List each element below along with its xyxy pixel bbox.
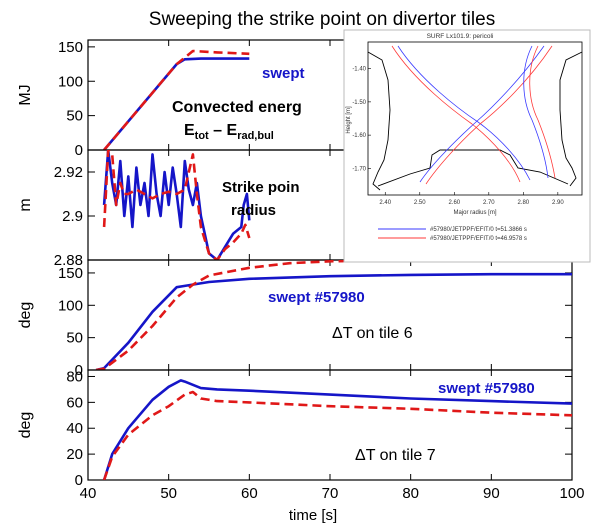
series-label: swept #57980	[438, 380, 535, 397]
panel-3: 0 50 100 150 deg	[17, 259, 573, 379]
formula-sub-2: rad,bul	[237, 130, 274, 142]
y-tick-label: 2.92	[54, 164, 83, 181]
series-line-red	[102, 150, 251, 260]
series-line-blue	[95, 272, 572, 370]
y-tick-label: 2.9	[62, 208, 83, 225]
y-tick-label: 80	[66, 368, 83, 385]
series-label: swept #57980	[268, 289, 365, 306]
inset-plot: SURF Lx101.9: pericoli 2.40 2.50 2.60 2.70 2.…	[343, 29, 591, 263]
inset-title: SURF Lx101.9: pericoli	[427, 33, 494, 40]
inset-separatrix	[391, 45, 521, 183]
x-tick-label: 80	[402, 485, 419, 502]
x-axis-label: time [s]	[289, 507, 337, 524]
series-line-blue	[102, 150, 251, 260]
x-tick-label: 70	[322, 485, 339, 502]
inset-legend-1: #57980/JETPPF/EFIT/0 t=51.3866 s	[430, 227, 527, 233]
inset-y-tick-label: -1.60	[352, 133, 366, 139]
x-tick-label: 40	[80, 485, 97, 502]
series-line-red	[103, 49, 250, 150]
inset-y-label: Height [m]	[346, 106, 352, 134]
y-tick-label: 150	[58, 39, 83, 56]
inset-x-label: Major radius [m]	[453, 210, 496, 216]
y-tick-label: 0	[75, 362, 83, 379]
inset-divertor	[377, 149, 569, 187]
annotation-tile6: ΔT on tile 6	[332, 325, 413, 342]
y-tick-label: 0	[75, 142, 83, 159]
x-tick-label: 50	[160, 485, 177, 502]
formula-mid: – E	[209, 122, 238, 139]
inset-x-tick-label: 2.80	[517, 200, 529, 206]
inset-x-tick-label: 2.60	[448, 200, 460, 206]
y-tick-label: 0	[75, 472, 83, 489]
annotation-strike-point: Strike poin	[222, 179, 300, 196]
chart-title: Sweeping the strike point on divertor ti…	[149, 9, 495, 30]
y-axis-label: deg	[17, 412, 34, 439]
formula-base: E	[184, 122, 195, 139]
inset-x-tick-label: 2.70	[483, 200, 495, 206]
y-tick-label: 100	[58, 297, 83, 314]
series-line-blue	[102, 379, 572, 480]
annotation-formula: Etot – Erad,bul	[184, 122, 274, 142]
panels: 0 50 100 150 MJ 2.88 2.9 2.92 m 0 50 100 150 deg 0 20 40…	[17, 39, 585, 502]
inset-separatrix	[529, 45, 556, 179]
y-tick-label: 150	[58, 265, 83, 282]
y-tick-label: 40	[66, 420, 83, 437]
inset-y-tick-label: -1.50	[352, 100, 366, 106]
x-tick-label: 60	[241, 485, 258, 502]
formula-sub-1: tot	[195, 130, 209, 142]
inset-y-tick-label: -1.40	[352, 67, 366, 73]
inset-x-tick-label: 2.40	[379, 200, 391, 206]
inset-wall-left	[367, 51, 391, 191]
series-line-red	[102, 390, 572, 480]
y-tick-label: 100	[58, 73, 83, 90]
y-tick-label: 60	[66, 394, 83, 411]
inset-wall-right	[559, 51, 583, 187]
y-tick-label: 50	[66, 108, 83, 125]
inset-separatrix	[419, 45, 545, 183]
panel-4: 0 20 40 60 80 deg	[17, 368, 573, 489]
inset-separatrix	[397, 45, 531, 181]
inset-separatrix	[523, 45, 549, 179]
annotation-convected: Convected energ	[172, 99, 302, 116]
inset-x-tick-label: 2.90	[552, 200, 564, 206]
inset-x-tick-label: 2.50	[414, 200, 426, 206]
annotation-tile7: ΔT on tile 7	[355, 447, 436, 464]
series-label: swept	[262, 65, 305, 82]
y-axis-label: MJ	[17, 84, 34, 105]
y-axis-label: deg	[17, 302, 34, 329]
annotation-radius: radius	[231, 202, 276, 219]
inset-y-tick-label: -1.70	[352, 166, 366, 172]
y-tick-label: 20	[66, 446, 83, 463]
x-tick-label: 90	[483, 485, 500, 502]
inset-legend-2: #57980/JETPPF/EFIT/0 t=46.9578 s	[430, 236, 527, 242]
y-axis-label: m	[17, 198, 34, 211]
y-tick-label: 50	[66, 330, 83, 347]
y-tick-label: 2.88	[54, 252, 83, 269]
x-tick-label: 100	[559, 485, 584, 502]
inset-frame	[367, 41, 583, 196]
